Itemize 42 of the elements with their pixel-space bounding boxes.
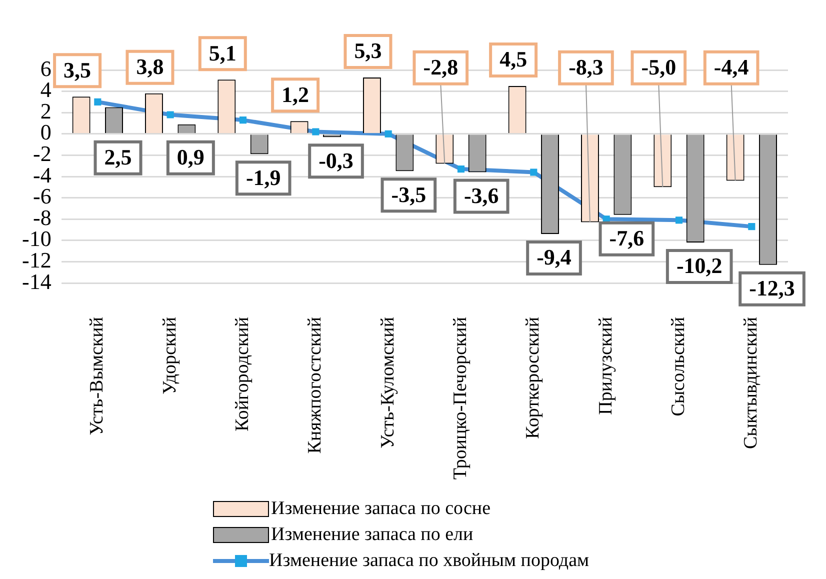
point (239, 116, 247, 124)
data-label: -7,6 (609, 226, 644, 251)
x-tick-label: Корткеросский (522, 317, 544, 439)
data-label: -1,9 (246, 164, 281, 190)
data-label: 5,1 (208, 40, 236, 66)
point (384, 130, 392, 138)
x-tick-label: Усть-Куломский (377, 317, 398, 448)
point (312, 128, 320, 136)
legend-label: Изменение запаса по хвойным породам (269, 549, 590, 573)
point (166, 111, 174, 118)
x-tick-label: Удорский (159, 317, 180, 394)
point (748, 223, 756, 230)
data-label: -0,3 (318, 148, 354, 173)
data-label: -9,4 (536, 244, 572, 270)
data-label: 4,5 (500, 46, 528, 72)
data-label: -3,5 (391, 182, 426, 207)
data-label: 0,9 (176, 144, 204, 170)
x-tick-label: Койгородский (232, 317, 253, 432)
legend-label: Изменение запаса по ели (271, 523, 474, 547)
data-label: -4,4 (714, 54, 749, 80)
point (675, 216, 683, 224)
data-label: -3,6 (464, 182, 499, 208)
data-label: -10,2 (676, 253, 722, 278)
data-label: 3,8 (136, 54, 164, 80)
data-label: -5,0 (641, 54, 676, 80)
data-label: 3,5 (64, 57, 92, 82)
x-tick-label: Сысольский (668, 317, 689, 416)
point (457, 166, 465, 173)
data-label: 2,5 (104, 144, 132, 170)
x-tick-label: Прилузский (595, 317, 616, 415)
x-tick-label: Троицко-Печорский (450, 317, 471, 480)
legend-label: Изменение запаса по сосне (271, 497, 491, 521)
point (530, 168, 538, 176)
x-tick-label: Усть-Вымский (86, 317, 108, 436)
data-label: -2,8 (423, 54, 458, 80)
data-label: 5,3 (354, 38, 382, 64)
point (94, 98, 102, 106)
data-label: -12,3 (749, 276, 795, 301)
x-tick-label: Княжпогостский (304, 317, 326, 454)
data-label: -8,3 (568, 54, 604, 80)
data-label: 1,2 (282, 82, 310, 107)
x-tick-label: Сыктывдинский (740, 317, 762, 449)
